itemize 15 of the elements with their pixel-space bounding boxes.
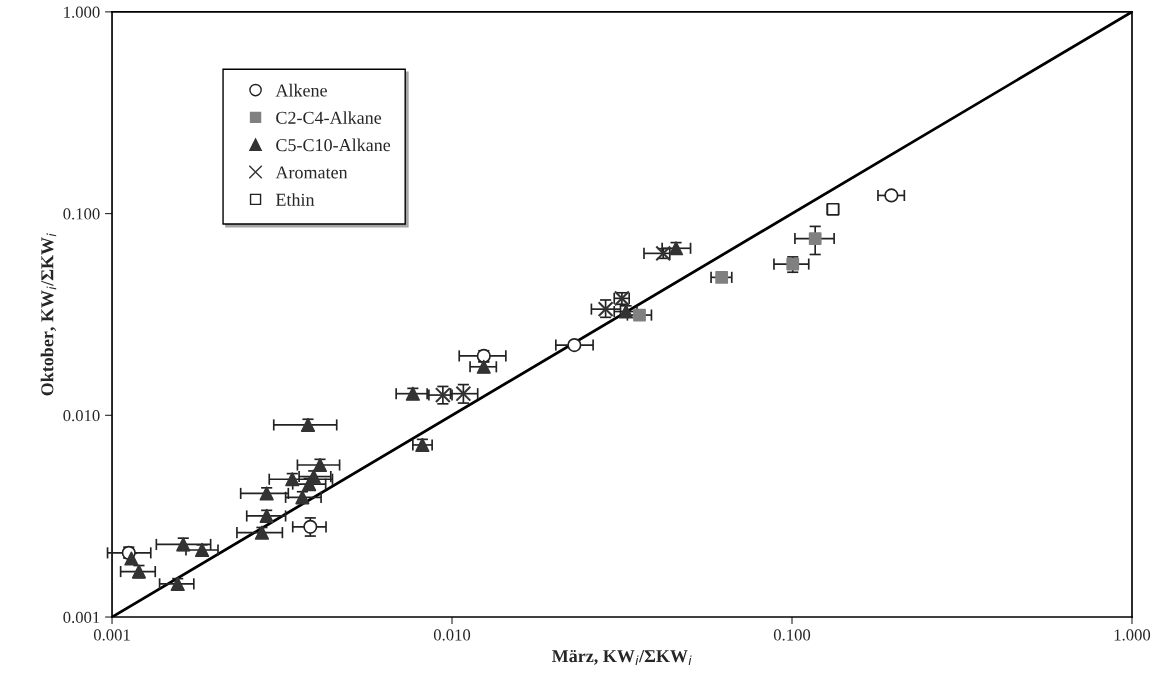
y-tick-label: 0.010 bbox=[63, 410, 100, 422]
legend-label: Alkene bbox=[275, 83, 327, 97]
legend-label: Ethin bbox=[275, 193, 315, 206]
y-tick-label: 1.000 bbox=[64, 6, 100, 18]
x-tick-label: 0.100 bbox=[773, 629, 811, 641]
y-axis-title: Oktober, KW$_{i}$/ΣKW$_{i}$ bbox=[40, 233, 57, 396]
legend-label: C5-C10-Alkane bbox=[276, 138, 391, 152]
legend-label: Aromaten bbox=[275, 166, 348, 179]
y-tick-label: 0.001 bbox=[63, 611, 100, 624]
legend-label: C2-C4-Alkane bbox=[276, 111, 382, 124]
x-tick-label: 0.001 bbox=[93, 629, 130, 641]
x-tick-label: 0.010 bbox=[433, 629, 471, 641]
x-axis-title: März, KW$_{i}$/ΣKW$_{i}$ bbox=[551, 649, 692, 665]
y-tick-label: 0.100 bbox=[63, 208, 100, 220]
x-tick-label: 1.000 bbox=[1114, 629, 1151, 641]
